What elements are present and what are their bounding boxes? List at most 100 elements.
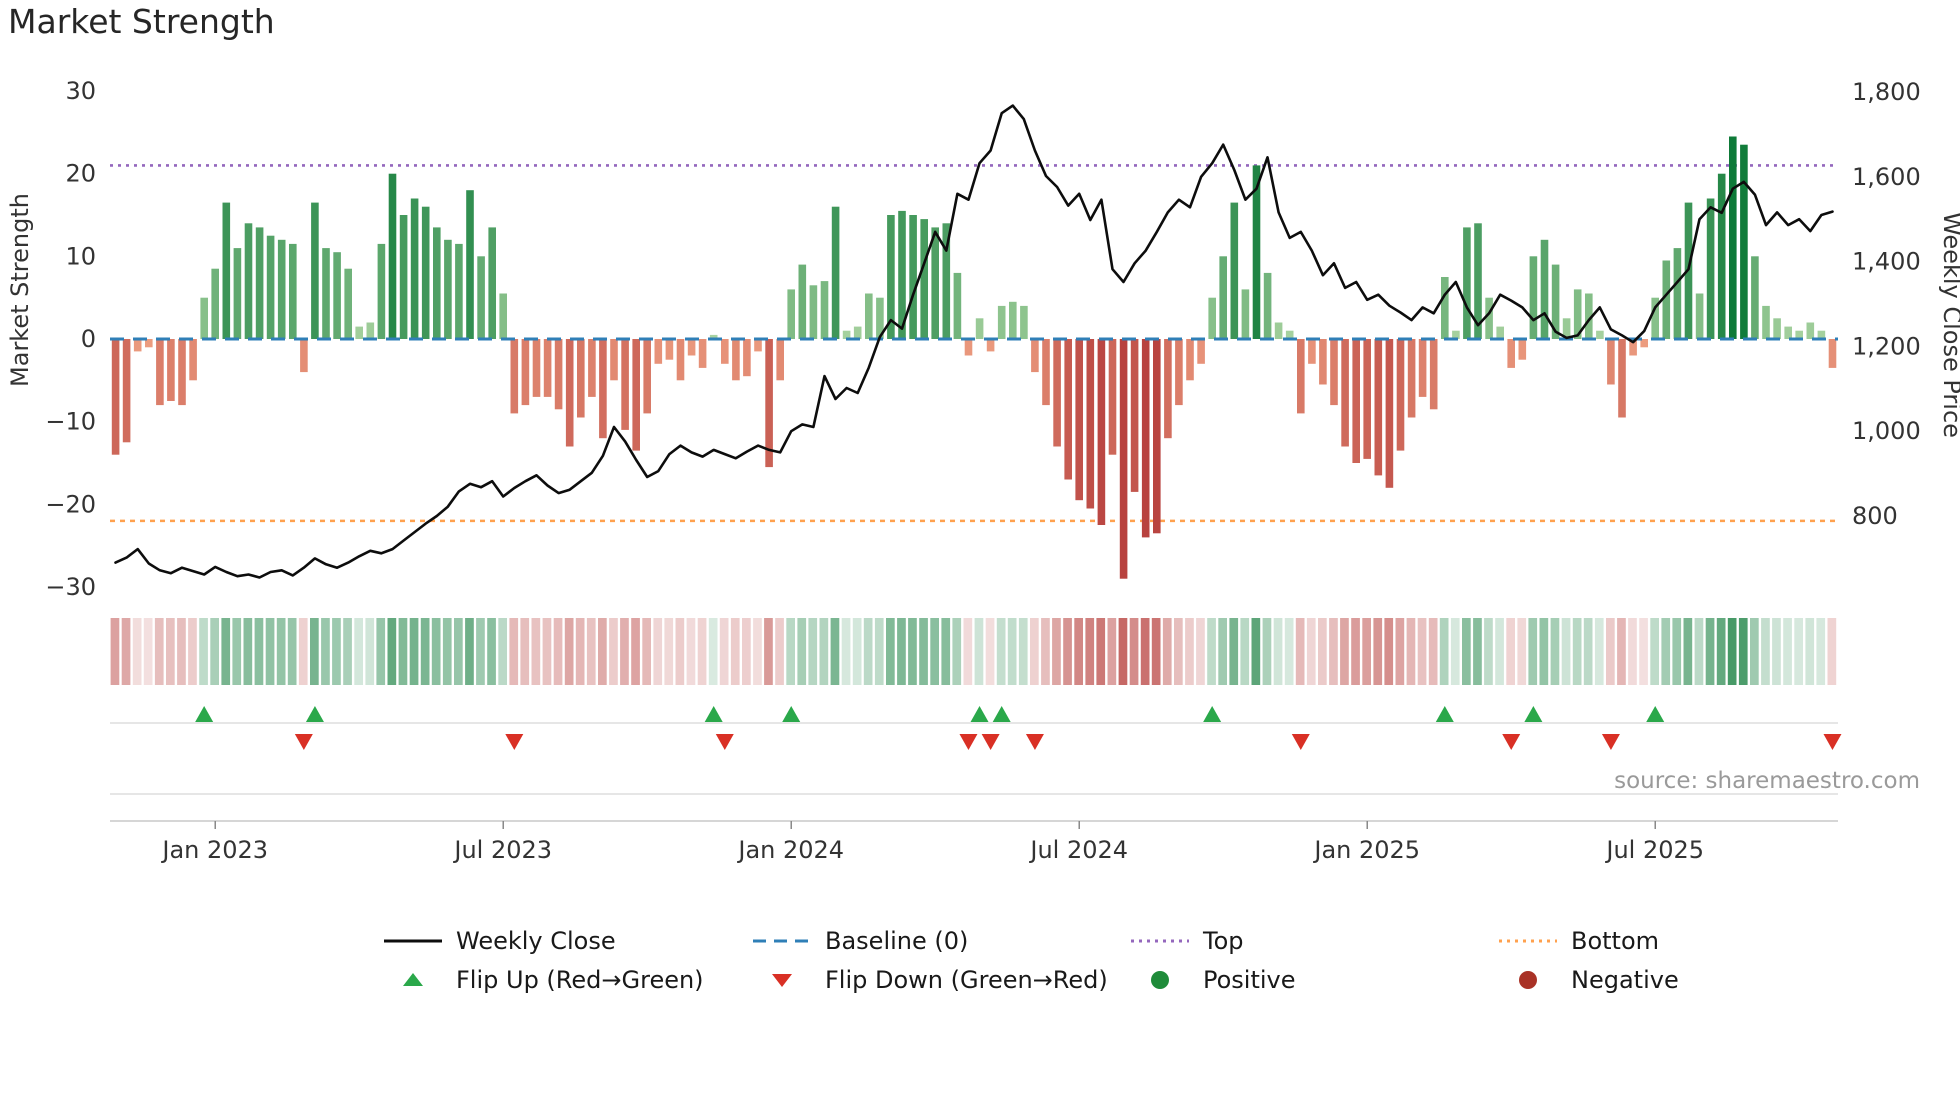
strength-bar	[466, 190, 474, 339]
strength-bar	[1452, 330, 1460, 339]
strength-bar	[1618, 339, 1626, 418]
strength-bar	[1396, 339, 1405, 451]
strength-bar	[1064, 339, 1072, 480]
strength-bar	[1662, 260, 1671, 339]
strength-bar	[865, 293, 873, 339]
strength-bar	[277, 239, 286, 339]
heatmap-cell	[442, 618, 452, 685]
strength-bar	[1806, 322, 1815, 339]
heatmap-cell	[786, 618, 795, 685]
strength-bar	[333, 252, 341, 339]
heatmap-cell	[1185, 618, 1194, 685]
heatmap-cell	[1074, 618, 1083, 685]
heatmap-cell	[1462, 618, 1471, 685]
strength-bar	[787, 289, 795, 339]
strength-bar	[1208, 297, 1216, 339]
heatmap-cell	[1428, 618, 1438, 685]
heatmap-cell	[409, 618, 419, 685]
heatmap-cell	[1539, 618, 1549, 685]
strength-bar	[1130, 339, 1139, 492]
strength-bar	[1717, 173, 1726, 339]
heatmap-cell	[332, 618, 341, 685]
strength-bar	[322, 248, 330, 339]
flip-up-marker	[992, 706, 1011, 722]
market-strength-chart: Jan 2023 Jul 2023 Jan 2024 Jul 2024 Jan 2025…	[6, 77, 1960, 864]
heatmap-cell	[886, 618, 895, 685]
strength-bar	[632, 339, 640, 451]
y-right-tick-label: 1,800	[1852, 78, 1921, 106]
heatmap-cell	[1041, 618, 1050, 685]
heatmap-cell	[642, 618, 651, 685]
heatmap-cell	[1030, 618, 1039, 685]
strength-bar	[1186, 339, 1194, 381]
strength-bar	[156, 339, 164, 406]
heatmap-strip	[110, 618, 1837, 685]
strength-bar	[1097, 339, 1106, 525]
heatmap-cell	[609, 618, 618, 685]
heatmap-cell	[1661, 618, 1671, 685]
strength-bar	[1640, 339, 1648, 348]
strength-bar	[798, 264, 807, 339]
heatmap-cell	[1450, 618, 1460, 685]
heatmap-cell	[1362, 618, 1371, 685]
heatmap-cell	[575, 618, 585, 685]
flip-up-icon	[403, 973, 423, 986]
legend-item-top: Top	[1129, 925, 1244, 957]
negative-icon	[1519, 971, 1537, 989]
heatmap-cell	[631, 618, 640, 685]
strength-bar	[1463, 227, 1471, 339]
strength-bar	[1330, 339, 1338, 406]
heatmap-cell	[1594, 618, 1604, 685]
strength-bar	[388, 173, 397, 339]
legend-item-bottom: Bottom	[1497, 925, 1659, 957]
strength-bar	[521, 339, 530, 406]
strength-bar	[111, 339, 120, 455]
heatmap-cell	[1805, 618, 1815, 685]
heatmap-cell	[1572, 618, 1582, 685]
strength-bar	[610, 339, 618, 381]
strength-bar	[754, 339, 762, 352]
y-right-tick-label: 1,200	[1852, 332, 1921, 360]
legend-label-bottom: Bottom	[1571, 927, 1660, 955]
heatmap-cell	[775, 618, 784, 685]
heatmap-cell	[1606, 618, 1615, 685]
x-tick-label: Jul 2023	[452, 836, 552, 864]
strength-bar	[1429, 339, 1438, 410]
heatmap-cell	[1827, 618, 1837, 685]
y-left-tick-label: 10	[65, 242, 96, 270]
strength-bar	[1496, 326, 1504, 339]
legend-label-positive: Positive	[1203, 966, 1296, 994]
heatmap-cell	[1229, 618, 1239, 685]
strength-bar	[621, 339, 629, 430]
strength-bar	[1297, 339, 1305, 414]
strength-bar	[1407, 339, 1416, 418]
y-left-tick-label: 30	[65, 77, 96, 105]
strength-bar	[1086, 339, 1095, 509]
y-left-tick-label: −10	[45, 408, 96, 436]
heatmap-cell	[454, 618, 463, 685]
flip-down-marker	[981, 734, 1000, 750]
heatmap-cell	[653, 618, 663, 685]
weekly-close-line	[114, 104, 1834, 579]
heatmap-cell	[1351, 618, 1360, 685]
heatmap-cell	[1251, 618, 1261, 685]
legend-item-positive: Positive	[1129, 964, 1296, 996]
strength-bar	[211, 268, 219, 339]
flip-down-marker	[1025, 734, 1044, 750]
flip-up-marker	[1524, 706, 1543, 722]
heatmap-cell	[188, 618, 197, 685]
strength-bar	[853, 326, 862, 339]
heatmap-cell	[808, 618, 818, 685]
heatmap-cell	[996, 618, 1006, 685]
strength-bar	[920, 219, 928, 339]
heatmap-cell	[974, 618, 984, 685]
flip-up-marker	[1646, 706, 1665, 722]
strength-bar	[1673, 248, 1682, 339]
strength-bar	[1031, 339, 1039, 373]
heatmap-cell	[1583, 618, 1593, 685]
heatmap-cell	[509, 618, 519, 685]
source-text: source: sharemaestro.com	[1614, 768, 1920, 794]
heatmap-cell	[1683, 618, 1693, 685]
heatmap-cell	[841, 618, 851, 685]
